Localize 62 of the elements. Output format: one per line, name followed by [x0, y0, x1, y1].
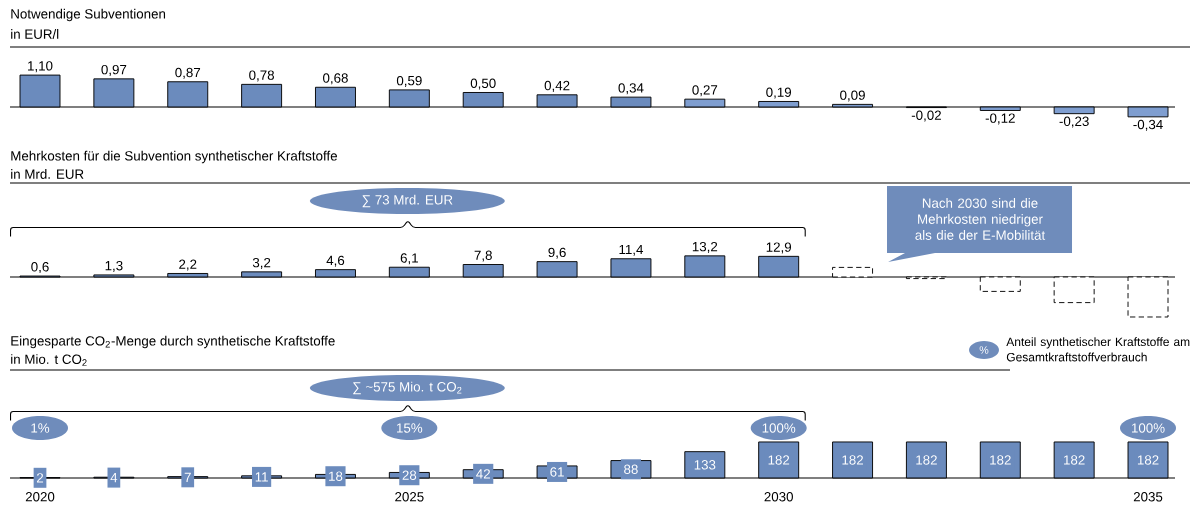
data-label: 7	[184, 472, 191, 482]
data-label: -0,12	[985, 113, 1015, 125]
text: 1%	[31, 423, 50, 433]
data-label: 133	[694, 460, 716, 470]
data-label: 13,2	[692, 241, 718, 253]
data-label: 0,97	[101, 64, 127, 76]
data-label: 42	[476, 469, 490, 479]
data-label: 11	[255, 472, 268, 482]
data-label: 9,6	[548, 247, 566, 259]
x-tick-label: 2020	[25, 492, 55, 502]
x-tick-label: 2030	[764, 492, 793, 502]
data-label: 12,9	[766, 242, 792, 254]
data-label: -0,23	[1059, 116, 1089, 128]
text: Anteil synthetischer Kraftstoffe am Gesamtkraftstoffverbrauch	[1006, 337, 1190, 362]
data-label: 88	[624, 464, 638, 474]
data-label: 0,42	[544, 80, 570, 92]
x-tick-label: 2035	[1133, 492, 1163, 502]
text: 100%	[1131, 423, 1165, 433]
chart-subtitle: in Mio. t CO$_{2}$	[11, 354, 87, 366]
data-label: 0,19	[766, 87, 792, 99]
data-label: 4,6	[326, 255, 345, 267]
data-label: 182	[1064, 455, 1085, 465]
data-label: 3,2	[252, 257, 271, 269]
data-label: 182	[842, 455, 863, 465]
data-label: 61	[550, 467, 564, 477]
chart-title: Eingesparte CO$_{2}$-Menge durch synthetische Kraftstoffe	[11, 335, 335, 349]
data-label: 1,10	[28, 61, 53, 73]
data-label: 0,27	[692, 85, 718, 97]
data-label: 0,78	[249, 70, 274, 82]
text: 100%	[762, 423, 796, 433]
data-label: 182	[990, 455, 1011, 465]
data-label: 0,68	[323, 73, 348, 85]
data-label: -0,02	[911, 110, 941, 122]
chart-title: Mehrkosten für die Subvention synthetischer Kraftstoffe	[11, 150, 337, 164]
data-label: 0,87	[175, 67, 201, 79]
data-label: 0,09	[840, 90, 865, 102]
data-label: 182	[916, 455, 937, 465]
data-label: 11,4	[619, 244, 644, 256]
chart-subtitle: in Mrd. EUR	[11, 169, 84, 179]
data-label: 182	[1137, 455, 1159, 465]
data-label: 0,34	[618, 83, 644, 95]
data-label: 4	[110, 473, 118, 483]
data-label: 2	[36, 473, 44, 483]
text: Nach 2030 sind die Mehrkosten niedriger als die der E-Mobilität	[915, 198, 1046, 240]
data-label: 18	[329, 471, 343, 481]
data-label: 0,6	[31, 262, 49, 274]
chart-title: Notwendige Subventionen	[11, 8, 166, 22]
text: ∑ 73 Mrd. EUR	[362, 194, 453, 208]
chart-subtitle: in EUR/l	[11, 29, 59, 39]
data-label: 28	[402, 470, 417, 480]
data-label: 1,3	[105, 260, 123, 272]
data-label: 2,2	[179, 259, 197, 271]
data-label: 6,1	[400, 253, 418, 265]
data-label: 0,50	[470, 78, 496, 90]
data-label: 182	[768, 455, 790, 465]
text: %	[979, 346, 989, 354]
data-label: -0,34	[1133, 119, 1163, 131]
data-label: 7,8	[474, 250, 492, 262]
text: ∑ ~575 Mio. t CO$_{2}$	[353, 381, 462, 395]
x-tick-label: 2025	[395, 492, 424, 502]
data-label: 0,59	[396, 75, 422, 87]
text: 15%	[397, 423, 423, 433]
